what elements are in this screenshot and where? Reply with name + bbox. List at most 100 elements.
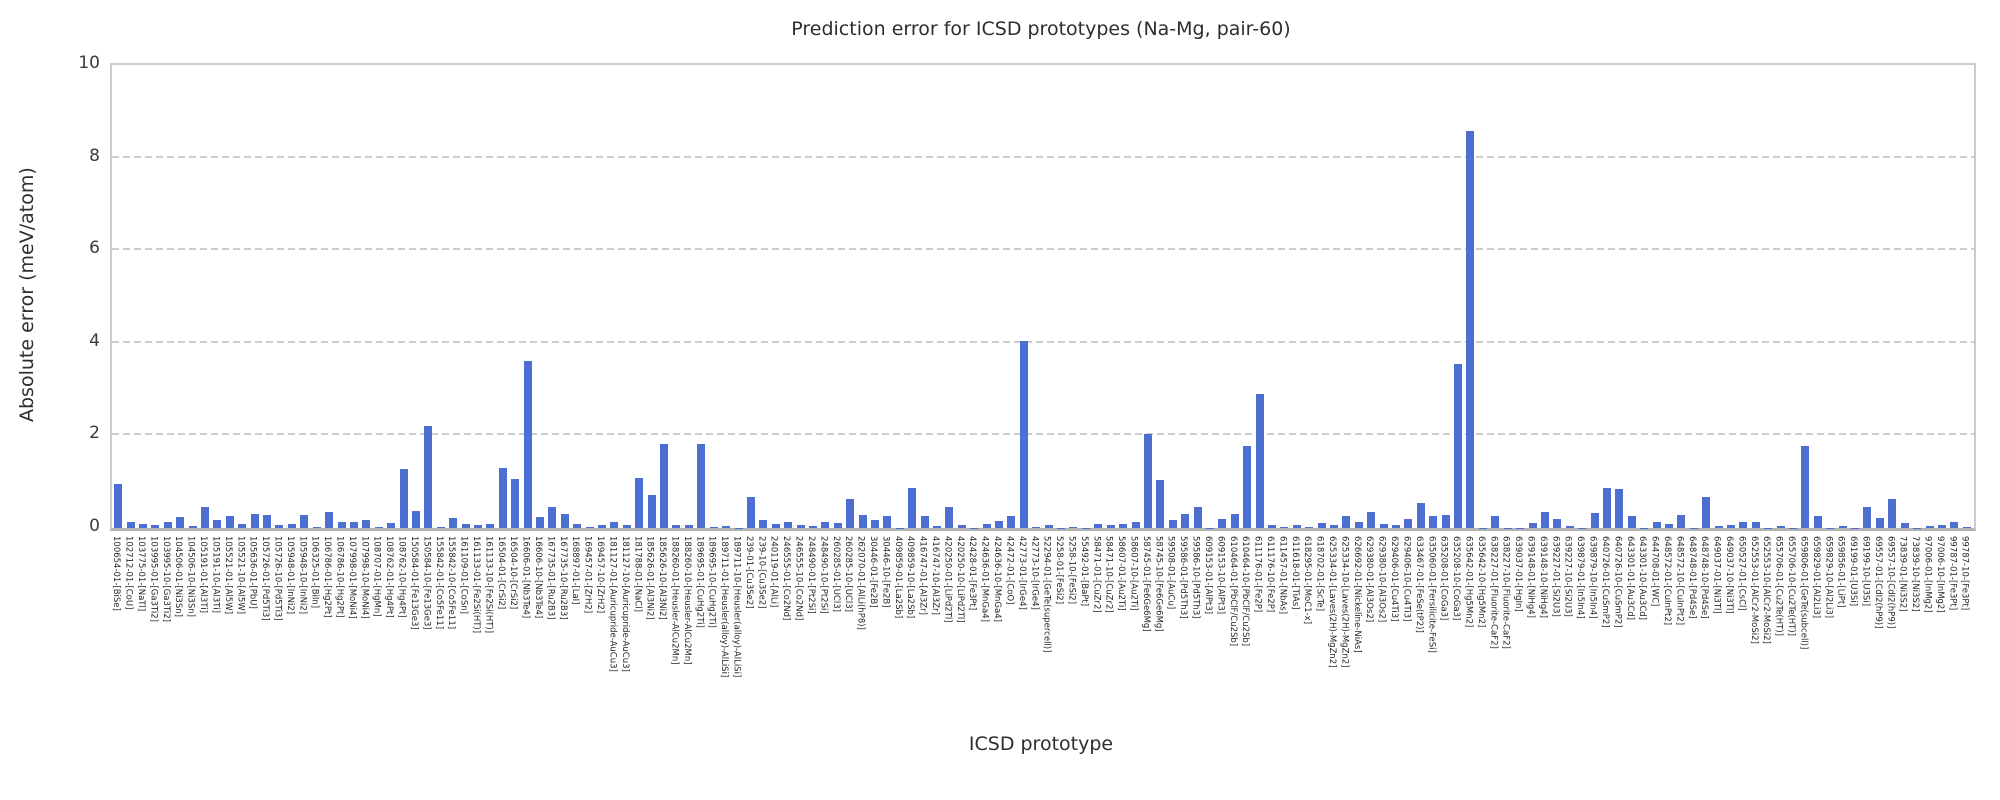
x-tick-slot: 107998-01-[MoNi4] (346, 534, 358, 714)
bar (684, 525, 693, 528)
bar-slot (894, 65, 906, 528)
x-tick-label: 625334-10-[Laves(2H)-MgZn2] (1339, 536, 1350, 668)
x-tick-slot: 16606-01-[Nb3Te4] (519, 534, 531, 714)
x-tick-label: 97006-10-[InMg2] (1934, 536, 1945, 613)
bar-slot (1067, 65, 1079, 528)
x-tick-label: 108762-10-[Hg4Pt] (396, 536, 407, 618)
bar (1590, 513, 1599, 528)
x-tick-slot: 100654-01-[BiSe] (110, 534, 122, 714)
x-tick-slot: 97006-10-[InMg2] (1934, 534, 1946, 714)
x-tick-label: 59586-01-[Pd5Th3] (1178, 536, 1189, 619)
bar-slot (174, 65, 186, 528)
bar-slot (360, 65, 372, 528)
bar (1032, 527, 1041, 528)
x-tick-slot: 16504-01-[CrSi2] (495, 534, 507, 714)
x-tick-label: 644708-01-[WC] (1649, 536, 1660, 607)
bar-slot (1117, 65, 1129, 528)
bar (287, 523, 296, 528)
x-tick-slot: 59586-01-[Pd5Th3] (1177, 534, 1189, 714)
bar-slot (1353, 65, 1365, 528)
bar (821, 521, 830, 528)
bar (1702, 496, 1711, 528)
bar (399, 468, 408, 528)
x-tick-label: 424636-10-[MnGa4] (992, 536, 1003, 622)
x-tick-label: 185626-01-[Al3Ni2] (644, 536, 655, 620)
x-tick-label: 240119-01-[AlLi] (768, 536, 779, 608)
bar (1404, 518, 1413, 528)
x-tick-label: 629406-01-[Cu4Ti3] (1389, 536, 1400, 622)
bar (1392, 524, 1401, 528)
bar-slot (844, 65, 856, 528)
x-tick-label: 640726-01-[CuSmP2] (1599, 536, 1610, 628)
x-tick-label: 639148-10-[NiHg4] (1537, 536, 1548, 618)
bar-slot (1365, 65, 1377, 528)
x-tick-slot: 639227-01-[Si2U3] (1549, 534, 1561, 714)
x-tick-slot: 239-01-[Cu3Se2] (743, 534, 755, 714)
bar-slot (856, 65, 868, 528)
x-tick-slot: 106325-01-[BiIn] (309, 534, 321, 714)
x-tick-label: 103775-01-[NaTl] (136, 536, 147, 612)
bar (1727, 525, 1736, 528)
bar-slot (186, 65, 198, 528)
x-tick-slot: 618295-01-[MoC1-x] (1301, 534, 1313, 714)
bar (201, 506, 210, 528)
bar (1776, 526, 1785, 528)
bar-slot (1899, 65, 1911, 528)
x-tick-slot: 635060-01-[Fersilicite-FeSi] (1425, 534, 1437, 714)
x-tick-slot: 610464-01-[PbClF/Cu2Sb] (1227, 534, 1239, 714)
bar (436, 527, 445, 528)
x-tick-slot: 161133-01-[Fe2Si(HT)] (470, 534, 482, 714)
x-tick-slot: 167735-01-[Ru2B3] (544, 534, 556, 714)
bar-slot (881, 65, 893, 528)
x-tick-slot: 106786-01-[Hg2Pt] (321, 534, 333, 714)
x-tick-slot: 42773-01-[IrGe4] (1016, 534, 1028, 714)
x-tick-label: 659829-10-[Al2Li3] (1823, 536, 1834, 619)
x-tick-slot: 659856-01-[LiPt] (1834, 534, 1846, 714)
bar (1267, 525, 1276, 528)
x-tick-labels: 100654-01-[BiSe] 102712-01-[CoU] 103775-01… (110, 534, 1972, 714)
x-tick-slot: 107998-10-[MoNi4] (358, 534, 370, 714)
bar-slot (1377, 65, 1389, 528)
x-tick-slot: 185626-10-[Al3Ni2] (656, 534, 668, 714)
x-tick-label: 649037-01-[Ni3Tl] (1711, 536, 1722, 614)
x-tick-slot: 73839-01-[Ni3S2] (1897, 534, 1909, 714)
x-tick-slot: 629380-01-[Al3Os2] (1363, 534, 1375, 714)
bar (523, 360, 532, 528)
bar (598, 524, 607, 528)
x-tick-label: 643301-01-[Au3Cd] (1624, 536, 1635, 620)
bar-slot (311, 65, 323, 528)
bar (1367, 512, 1376, 528)
bar-slot (1650, 65, 1662, 528)
bar (957, 525, 966, 528)
bar (982, 523, 991, 528)
bar-slot (1315, 65, 1327, 528)
bar (1379, 523, 1388, 528)
x-tick-label: 189711-01-[Heusler(alloy)-AlLiSi] (719, 536, 730, 678)
y-tick-label: 2 (89, 423, 100, 444)
x-tick-label: 73839-10-[Ni3S2] (1910, 536, 1921, 612)
x-tick-label: 181127-01-[Auricupride-AuCu3] (607, 536, 618, 672)
x-tick-label: 181788-01-[NaCl] (632, 536, 643, 612)
gridline-y-4 (112, 340, 1974, 343)
x-tick-slot: 629406-01-[Cu4Ti3] (1388, 534, 1400, 714)
bar (697, 443, 706, 528)
bar-slot (1564, 65, 1576, 528)
bar (1937, 524, 1946, 528)
bar-slot (1340, 65, 1352, 528)
x-tick-slot: 424636-01-[MnGa4] (978, 534, 990, 714)
x-tick-label: 16504-10-[CrSi2] (508, 536, 519, 610)
x-tick-slot: 644708-01-[WC] (1648, 534, 1660, 714)
x-tick-label: 648572-10-[CuInPt2] (1674, 536, 1685, 626)
bar-slot (124, 65, 136, 528)
bar-slot (1886, 65, 1898, 528)
bar (188, 526, 197, 528)
x-tick-slot: 185626-01-[Al3Ni2] (643, 534, 655, 714)
bar (300, 514, 309, 528)
bar (1131, 521, 1140, 528)
bar (1292, 524, 1301, 528)
bar-slot (149, 65, 161, 528)
bar-slot (1042, 65, 1054, 528)
x-tick-label: 649037-10-[Ni3Tl] (1724, 536, 1735, 614)
bar-slot (1700, 65, 1712, 528)
bar (1181, 514, 1190, 528)
